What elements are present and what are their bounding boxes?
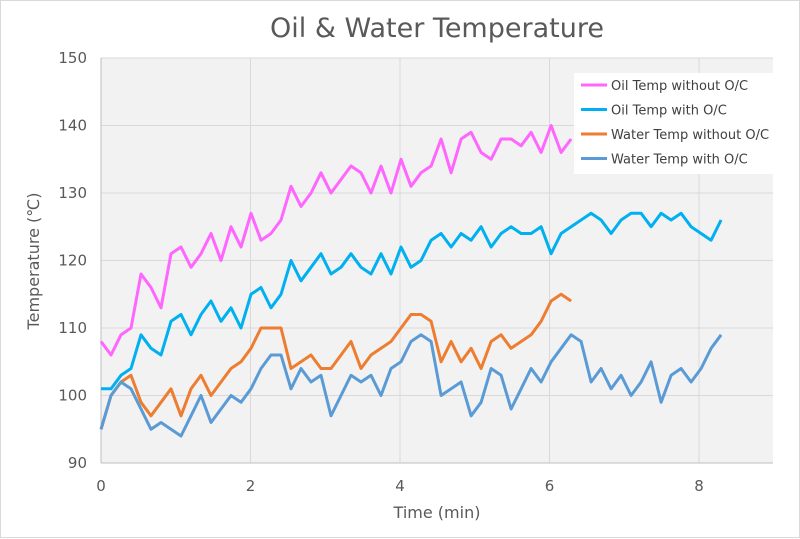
x-tick-label: 8: [694, 477, 704, 495]
legend-label: Oil Temp with O/C: [611, 104, 727, 119]
y-tick-label: 90: [68, 454, 87, 472]
legend-label: Oil Temp without O/C: [611, 79, 748, 94]
y-tick-label: 130: [58, 184, 87, 202]
y-tick-label: 120: [58, 252, 87, 270]
y-tick-label: 100: [58, 387, 87, 405]
y-tick-label: 140: [58, 117, 87, 135]
series-line-3: [99, 333, 723, 438]
x-axis-label: Time (min): [393, 503, 481, 522]
x-tick-label: 4: [395, 477, 405, 495]
x-tick-label: 6: [545, 477, 555, 495]
chart-title: Oil & Water Temperature: [270, 13, 604, 44]
legend-label: Water Temp without O/C: [611, 128, 769, 143]
series-line-2: [99, 292, 572, 430]
y-tick-label: 110: [58, 319, 87, 337]
x-tick-label: 2: [246, 477, 256, 495]
series-line-1: [101, 211, 723, 391]
legend: Oil Temp without O/C Oil Temp with O/C Wat…: [574, 73, 774, 174]
series-line-0: [99, 124, 573, 357]
y-axis-label: Temperature (℃): [24, 193, 43, 331]
legend-label: Water Temp with O/C: [611, 153, 748, 168]
y-tick-label: 150: [58, 49, 87, 67]
x-tick-label: 0: [96, 477, 106, 495]
